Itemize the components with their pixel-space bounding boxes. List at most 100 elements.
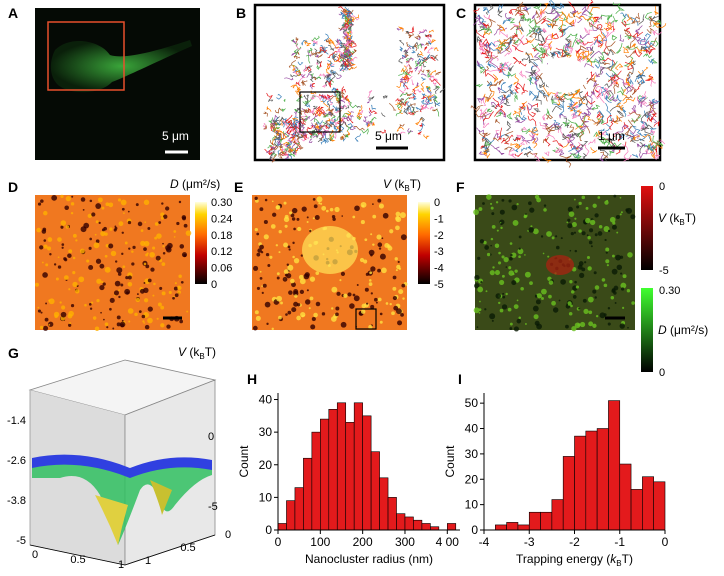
trajectory bbox=[338, 39, 343, 47]
spot bbox=[109, 297, 115, 303]
spot bbox=[566, 221, 569, 224]
trajectory bbox=[344, 134, 349, 138]
trajectory bbox=[324, 74, 330, 79]
trajectory bbox=[282, 151, 287, 156]
trajectory bbox=[339, 58, 344, 62]
spot bbox=[516, 299, 519, 302]
trajectory bbox=[335, 50, 341, 54]
spot bbox=[501, 198, 505, 202]
trajectory bbox=[569, 133, 579, 138]
trajectory bbox=[336, 48, 344, 55]
spot bbox=[392, 286, 397, 291]
roi-box bbox=[47, 21, 125, 91]
spot bbox=[124, 241, 128, 245]
spot bbox=[91, 212, 96, 217]
trajectory bbox=[405, 69, 410, 74]
trajectory bbox=[519, 1, 530, 15]
spot bbox=[592, 203, 597, 208]
spot bbox=[377, 242, 383, 248]
trajectory bbox=[479, 108, 484, 120]
trajectory bbox=[577, 13, 588, 24]
trajectory bbox=[309, 83, 313, 90]
trajectory bbox=[423, 103, 430, 110]
spot bbox=[491, 319, 494, 322]
spot bbox=[573, 198, 576, 201]
spot bbox=[612, 254, 615, 258]
spot bbox=[298, 274, 304, 280]
trajectory bbox=[632, 134, 640, 141]
trajectory bbox=[590, 147, 598, 154]
bar bbox=[311, 431, 321, 531]
trajectory bbox=[549, 91, 566, 99]
trajectory bbox=[515, 82, 526, 91]
spot bbox=[70, 211, 74, 215]
trajectory bbox=[416, 82, 419, 87]
trajectory bbox=[489, 55, 499, 64]
trajectory bbox=[575, 38, 584, 45]
spot bbox=[39, 245, 44, 250]
trajectory bbox=[508, 38, 513, 46]
trajectory bbox=[520, 126, 527, 131]
panel-label: F bbox=[456, 179, 465, 195]
trajectory bbox=[342, 97, 347, 101]
spot bbox=[594, 285, 600, 290]
spot bbox=[70, 303, 75, 308]
trajectory bbox=[313, 94, 321, 101]
spot bbox=[391, 311, 395, 316]
trajectory bbox=[572, 114, 585, 121]
panel-label: D bbox=[8, 179, 18, 195]
trajectory bbox=[488, 18, 496, 28]
trajectory bbox=[481, 48, 490, 55]
trajectory bbox=[514, 35, 525, 49]
trajectory bbox=[327, 123, 338, 130]
y-tick-label: 20 bbox=[465, 472, 479, 486]
trajectory bbox=[506, 112, 513, 120]
trajectory bbox=[631, 43, 641, 53]
unit-sub: B bbox=[199, 352, 204, 361]
spot bbox=[269, 255, 273, 259]
trajectory bbox=[534, 72, 543, 80]
spot bbox=[524, 254, 526, 256]
trajectory bbox=[513, 23, 520, 31]
trajectory bbox=[512, 57, 520, 65]
trajectory bbox=[369, 96, 375, 101]
panel-label: C bbox=[456, 5, 466, 21]
trajectory bbox=[605, 21, 612, 29]
trajectory bbox=[433, 54, 438, 60]
trajectory bbox=[315, 110, 320, 117]
spot bbox=[620, 211, 623, 214]
spot bbox=[520, 286, 524, 291]
trajectory bbox=[582, 153, 587, 161]
spot bbox=[592, 323, 597, 328]
trajectory bbox=[603, 24, 613, 32]
spot bbox=[619, 323, 625, 329]
trajectory bbox=[596, 112, 604, 123]
trajectory bbox=[651, 98, 660, 104]
spot bbox=[286, 263, 290, 266]
trajectory bbox=[483, 23, 489, 28]
trajectory bbox=[586, 78, 597, 85]
trajectory bbox=[567, 103, 577, 110]
spot bbox=[594, 213, 599, 218]
trajectory bbox=[586, 71, 595, 83]
trajectory bbox=[652, 58, 658, 64]
spot bbox=[256, 252, 261, 257]
trajectory bbox=[323, 33, 329, 42]
spot bbox=[143, 262, 147, 266]
trajectory bbox=[293, 47, 299, 54]
unit: (k bbox=[669, 211, 680, 225]
bar bbox=[608, 400, 621, 531]
trajectory bbox=[639, 142, 645, 153]
trajectory bbox=[574, 97, 586, 105]
spot bbox=[372, 214, 377, 219]
trajectory bbox=[580, 119, 591, 134]
trajectory bbox=[609, 77, 618, 87]
spot bbox=[581, 195, 586, 200]
spot bbox=[489, 313, 496, 320]
spot bbox=[72, 233, 77, 238]
spot bbox=[535, 299, 541, 305]
spot bbox=[259, 207, 264, 212]
colorbar-tick-label: 0 bbox=[434, 197, 440, 209]
spot bbox=[276, 272, 280, 276]
spot bbox=[57, 237, 62, 242]
